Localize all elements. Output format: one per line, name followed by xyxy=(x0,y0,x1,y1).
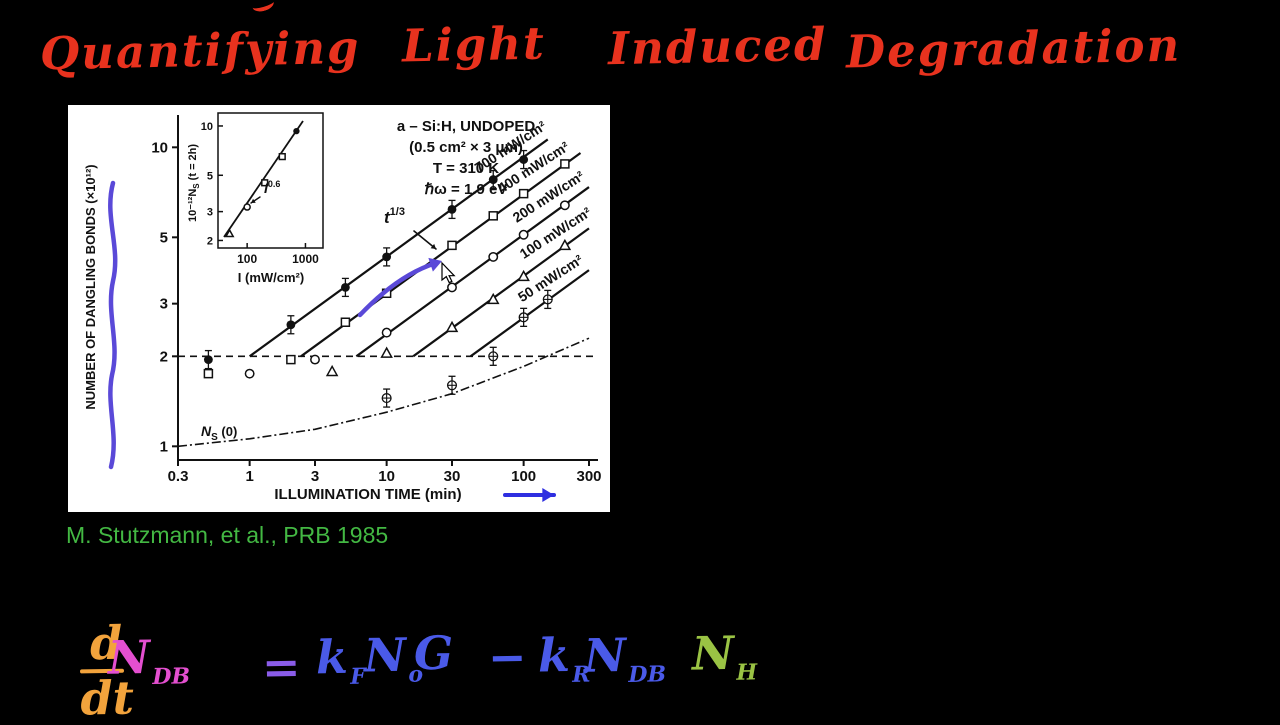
mouse-cursor xyxy=(441,261,456,284)
x-tick-label: 3 xyxy=(311,468,319,485)
y-tick-label: 3 xyxy=(160,296,168,313)
equation-term-kf: kF xyxy=(315,629,367,690)
figure-background xyxy=(68,105,610,512)
inset-x-tick-label: 1000 xyxy=(292,252,319,266)
y-tick-label: 1 xyxy=(160,438,168,455)
data-point xyxy=(488,251,499,262)
ns0-label: NS (0) xyxy=(201,423,237,443)
inset-y-tick-label: 5 xyxy=(207,170,213,182)
equation-term-−: − xyxy=(487,629,528,685)
arrowhead xyxy=(542,487,554,503)
arrowhead xyxy=(251,198,256,203)
data-point xyxy=(381,327,392,338)
inset-chart: 2 3 5 10 100 1000 I (mW/cm²) 10⁻¹²NS (t = 2h) I0… xyxy=(187,112,324,285)
data-point xyxy=(488,211,498,221)
data-point xyxy=(340,283,350,292)
data-point xyxy=(380,346,393,358)
figure-caption-line: T = 310 K xyxy=(433,160,499,177)
data-point xyxy=(559,200,570,211)
equation-term-=: = xyxy=(261,639,302,695)
inset-y-tick-label: 2 xyxy=(207,235,213,247)
equation-term-g: G xyxy=(413,625,454,681)
data-point xyxy=(382,252,392,262)
x-tick-label: 100 xyxy=(511,468,536,485)
figure-caption-line: (0.5 cm² × 3 μm) xyxy=(409,139,523,156)
data-point xyxy=(445,320,459,333)
data-point xyxy=(203,355,213,364)
y-tick-label: 10 xyxy=(151,139,168,156)
y-tick-label: 5 xyxy=(160,229,168,246)
data-point xyxy=(447,204,457,214)
figure-caption-line: a – Si:H, UNDOPED xyxy=(397,118,536,135)
x-tick-label: 10 xyxy=(378,468,395,485)
x-axis-label: ILLUMINATION TIME (min) xyxy=(274,486,461,503)
x-tick-label: 1 xyxy=(245,468,253,485)
data-point xyxy=(340,317,351,327)
data-point xyxy=(243,203,251,211)
fig-polygon xyxy=(441,261,456,284)
fit-line xyxy=(355,186,590,358)
data-point xyxy=(278,152,286,161)
citation-text: M. Stutzmann, et al., PRB 1985 xyxy=(66,522,389,548)
data-point xyxy=(558,238,572,251)
t-onethird-label: t1/3 xyxy=(384,206,405,227)
data-point xyxy=(518,229,529,240)
x-tick-label: 300 xyxy=(576,468,601,485)
fit-line xyxy=(248,138,549,358)
inset-y-tick-label: 10 xyxy=(201,121,213,133)
data-point xyxy=(286,354,296,365)
data-point xyxy=(519,155,529,164)
equation-term-nh: NH xyxy=(691,625,758,686)
arrowhead xyxy=(430,243,436,249)
equation-term-ndb: NDB xyxy=(583,627,667,688)
inset-slope-label: I0.6 xyxy=(264,179,280,196)
equation-term-ndb: NDB xyxy=(107,629,191,690)
data-point xyxy=(244,368,255,379)
data-point xyxy=(488,175,498,184)
inset-fit-line xyxy=(223,120,304,238)
arrowhead xyxy=(428,257,442,272)
x-tick-label: 0.3 xyxy=(168,468,189,485)
inset-x-axis-label: I (mW/cm²) xyxy=(238,270,304,285)
inset-frame xyxy=(217,112,324,249)
inset-x-tick-label: 100 xyxy=(237,252,257,266)
data-point xyxy=(203,368,214,379)
t-onethird-arrow xyxy=(413,230,437,250)
y-axis-label: NUMBER OF DANGLING BONDS (×10¹²) xyxy=(83,164,98,409)
pen-trend-arrow xyxy=(357,260,439,318)
fit-line xyxy=(469,269,590,358)
data-point xyxy=(293,127,300,135)
x-tick-label: 30 xyxy=(444,468,461,485)
data-point xyxy=(517,269,530,282)
data-point xyxy=(518,188,529,199)
figure-caption-line: ℏω = 1.9 eV xyxy=(425,181,508,198)
data-point xyxy=(286,320,296,330)
y-tick-label: 2 xyxy=(160,348,168,365)
data-point xyxy=(325,364,339,377)
data-point xyxy=(560,159,570,169)
data-point xyxy=(447,282,457,293)
inset-y-axis-label: 10⁻¹²NS (t = 2h) xyxy=(187,144,201,222)
data-point xyxy=(310,354,320,365)
data-point xyxy=(447,240,457,251)
data-point xyxy=(261,179,269,187)
inset-y-tick-label: 3 xyxy=(207,207,213,219)
stutzmann-figure: 0.3 1 3 10 30 100 300 1 2 3 5 10 ILLUMINATION TIME (… xyxy=(68,105,610,512)
pen-squiggle-y-axis xyxy=(108,180,118,470)
data-point xyxy=(486,292,500,305)
ns0-curve xyxy=(177,337,590,448)
data-point xyxy=(224,228,235,238)
